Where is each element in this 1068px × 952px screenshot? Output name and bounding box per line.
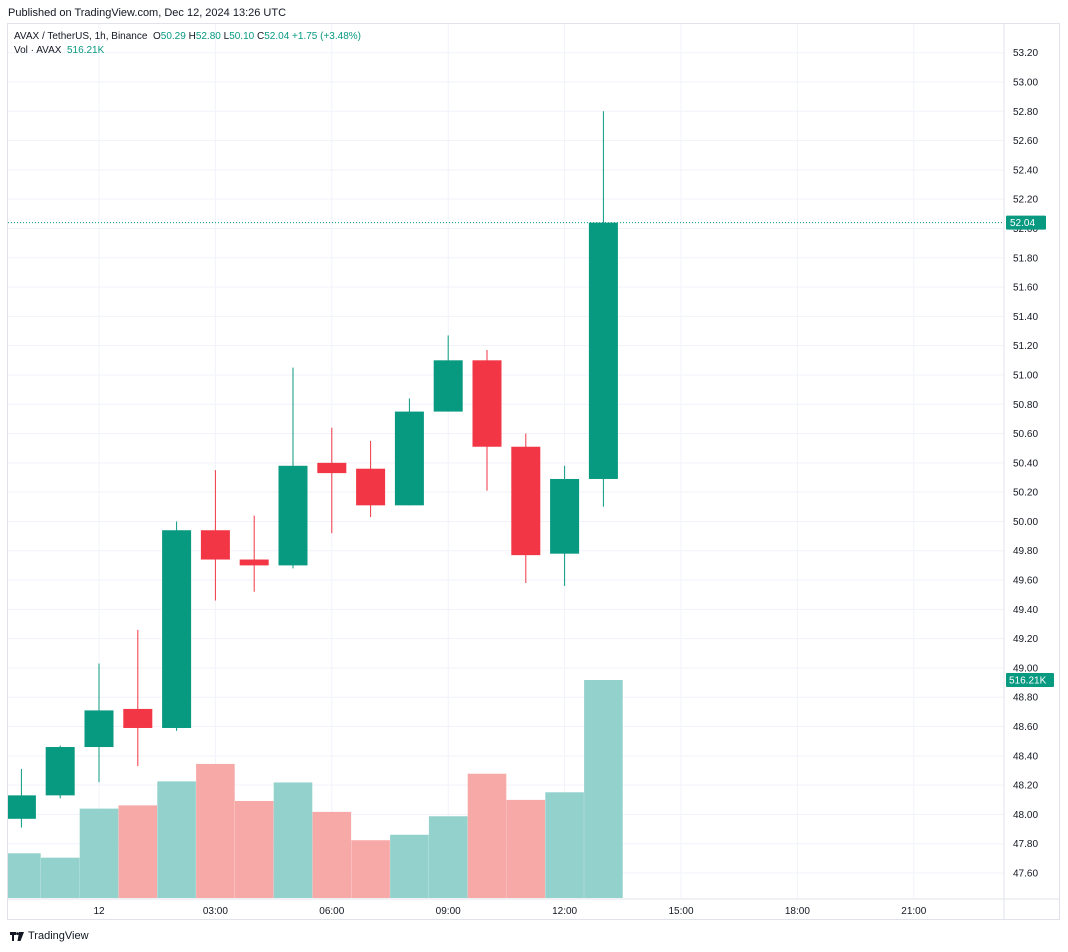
y-tick-label: 48.00 [1013,810,1038,821]
legend-volume-value: 516.21K [67,45,105,56]
volume-bar[interactable] [157,781,196,898]
x-tick-label: 15:00 [668,906,693,917]
last-price-badge [1006,215,1046,230]
candle-up[interactable] [433,360,463,412]
volume-bar[interactable] [545,792,584,898]
volume-bar[interactable] [234,800,274,898]
chart-legend: AVAX / TetherUS, 1h, Binance O50.29 H52.… [14,30,361,58]
legend-open-value: 50.29 [160,31,186,42]
y-tick-label: 48.80 [1013,693,1038,704]
y-tick-label: 53.00 [1013,78,1038,89]
y-tick-label: 51.60 [1013,283,1038,294]
volume-bar[interactable] [79,808,119,898]
y-tick-label: 49.60 [1013,576,1038,587]
candle-up[interactable] [45,747,75,796]
y-tick-label: 50.60 [1013,429,1038,440]
volume-bar[interactable] [312,811,352,898]
legend-open-label: O [152,31,161,42]
y-tick-label: 50.20 [1013,488,1038,499]
y-tick-label: 49.80 [1013,546,1038,557]
volume-bar[interactable] [273,782,313,898]
y-tick-label: 48.20 [1013,781,1038,792]
candle-up[interactable] [588,222,618,479]
volume-bar[interactable] [428,816,468,898]
y-tick-label: 52.60 [1013,136,1038,147]
volume-bar[interactable] [8,853,41,898]
volume-bar[interactable] [584,680,623,898]
legend-volume-row: Vol · AVAX 516.21K [14,44,361,58]
candle-down[interactable] [123,708,153,728]
chart-frame[interactable]: 53.2053.0052.8052.6052.4052.2052.0051.80… [7,23,1060,920]
footer-brand-label: TradingView [28,930,89,942]
volume-bar[interactable] [351,840,390,898]
candle-up[interactable] [550,478,580,554]
volume-bar[interactable] [506,799,546,898]
x-tick-label: 03:00 [203,906,228,917]
y-tick-label: 47.60 [1013,869,1038,880]
last-volume-label: 516.21K [1009,676,1047,687]
y-tick-label: 52.40 [1013,165,1038,176]
candle-down[interactable] [472,360,502,447]
y-tick-label: 49.00 [1013,663,1038,674]
y-tick-label: 51.80 [1013,253,1038,264]
y-tick-label: 50.00 [1013,517,1038,528]
candle-down[interactable] [511,446,541,556]
y-tick-label: 47.80 [1013,839,1038,850]
y-tick-label: 50.40 [1013,458,1038,469]
y-tick-label: 48.60 [1013,722,1038,733]
candle-up[interactable] [394,411,424,506]
published-label: Published on TradingView.com, Dec 12, 20… [8,7,287,19]
legend-symbol[interactable]: AVAX / TetherUS, 1h, Binance [14,31,148,42]
last-price-label: 52.04 [1010,218,1035,229]
candle-down[interactable] [356,468,386,506]
y-tick-label: 51.20 [1013,341,1038,352]
candle-up[interactable] [84,710,114,748]
legend-close-value: 52.04 [264,31,290,42]
candlestick-chart[interactable]: 53.2053.0052.8052.6052.4052.2052.0051.80… [8,24,1059,919]
y-tick-label: 50.80 [1013,400,1038,411]
y-tick-label: 52.20 [1013,195,1038,206]
legend-high-label: H [188,31,196,42]
last-volume-badge [1006,673,1054,687]
x-tick-label: 12 [93,906,105,917]
volume-bar[interactable] [40,857,80,898]
y-tick-label: 53.20 [1013,48,1038,59]
volume-bar[interactable] [196,763,235,898]
legend-price-row: AVAX / TetherUS, 1h, Binance O50.29 H52.… [14,30,361,44]
y-tick-label: 49.20 [1013,634,1038,645]
candle-down[interactable] [200,530,230,560]
tradingview-logo-icon [10,931,24,941]
footer-brand[interactable]: TradingView [10,930,89,942]
y-tick-label: 51.00 [1013,370,1038,381]
y-tick-label: 52.80 [1013,107,1038,118]
volume-bar[interactable] [390,834,429,898]
x-tick-label: 21:00 [901,906,926,917]
volume-bar[interactable] [467,773,507,898]
x-tick-label: 09:00 [436,906,461,917]
legend-close-label: C [257,31,265,42]
candle-down[interactable] [239,559,269,566]
x-tick-label: 12:00 [552,906,577,917]
volume-bar[interactable] [118,805,158,898]
candle-down[interactable] [317,462,347,474]
legend-change: +1.75 (+3.48%) [292,31,361,42]
y-tick-label: 48.40 [1013,751,1038,762]
legend-high-value: 52.80 [195,31,221,42]
x-tick-label: 06:00 [319,906,344,917]
y-tick-label: 51.40 [1013,312,1038,323]
x-tick-label: 18:00 [785,906,810,917]
candle-up[interactable] [162,530,192,728]
candle-up[interactable] [8,795,36,819]
candle-up[interactable] [278,465,308,566]
legend-volume-label[interactable]: Vol · AVAX [14,45,62,56]
legend-low-label: L [223,31,230,42]
legend-low-value: 50.10 [229,31,255,42]
y-tick-label: 49.40 [1013,605,1038,616]
